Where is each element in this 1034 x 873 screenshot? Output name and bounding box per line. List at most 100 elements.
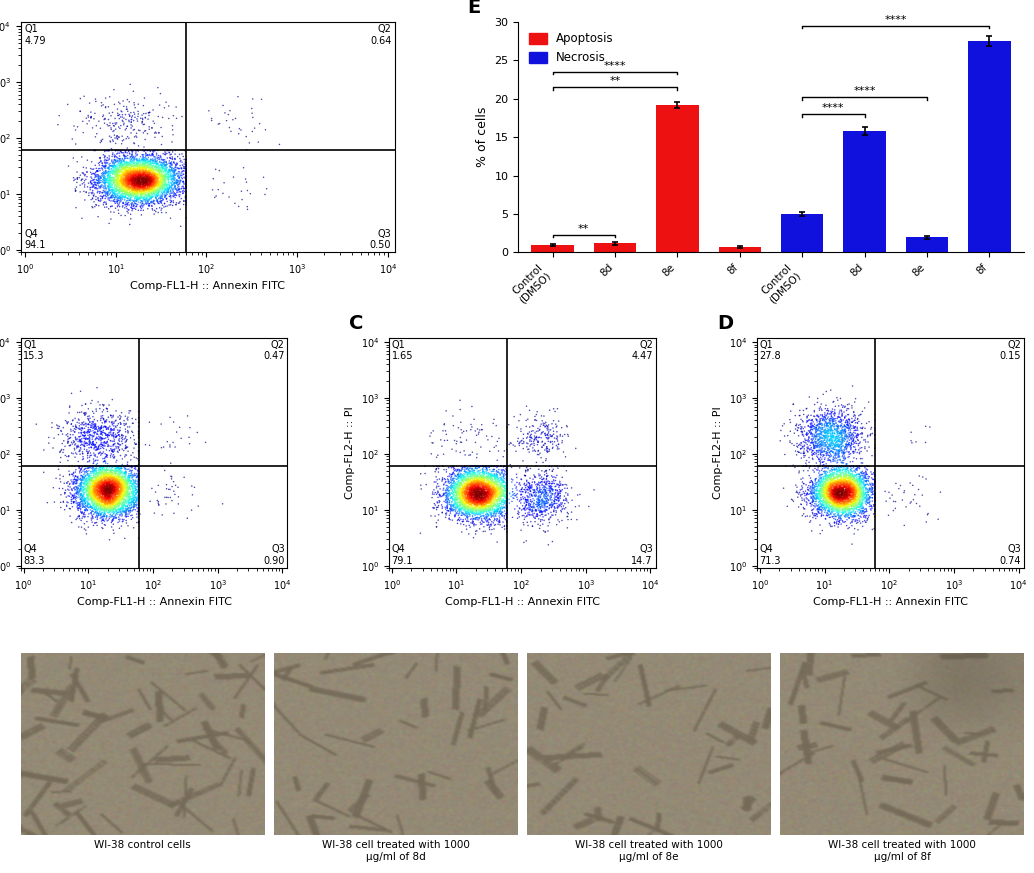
Point (834, 489, 851, 503)
Point (124, 203, 141, 217)
Point (464, 471, 481, 485)
Point (850, 485, 866, 498)
Point (845, 504, 861, 518)
Point (94, 490, 111, 504)
Point (844, 497, 860, 511)
Point (498, 466, 515, 480)
Point (464, 464, 481, 478)
Point (495, 492, 512, 506)
Point (131, 164, 148, 178)
Point (823, 481, 840, 495)
Point (117, 481, 133, 495)
Point (130, 480, 147, 494)
Point (839, 498, 855, 512)
Point (94, 492, 111, 506)
Point (78, 397, 94, 411)
Point (146, 143, 162, 157)
Point (124, 168, 141, 182)
Point (478, 495, 494, 509)
Point (477, 486, 493, 500)
Point (478, 460, 494, 474)
Point (826, 516, 843, 530)
Point (146, 175, 162, 189)
Point (848, 483, 864, 497)
Point (805, 491, 822, 505)
Point (64, 437, 81, 451)
Point (122, 154, 139, 168)
Point (133, 162, 150, 175)
Point (114, 482, 130, 496)
Point (474, 513, 490, 527)
Point (818, 495, 834, 509)
Point (113, 157, 129, 171)
Point (96, 485, 113, 498)
Point (503, 489, 519, 503)
Point (138, 177, 154, 191)
Point (115, 481, 131, 495)
Point (794, 420, 811, 434)
Point (78, 485, 94, 498)
Point (838, 478, 854, 491)
Point (851, 485, 868, 498)
Point (134, 148, 151, 162)
Point (97, 470, 114, 484)
Point (136, 173, 153, 187)
Point (848, 485, 864, 499)
Point (147, 485, 163, 499)
Point (818, 445, 834, 459)
Point (115, 184, 131, 198)
Point (96, 501, 113, 515)
Point (822, 489, 839, 503)
Point (112, 421, 128, 435)
Point (129, 464, 146, 478)
Point (489, 494, 506, 508)
Point (481, 471, 497, 485)
Point (120, 176, 136, 190)
Point (161, 164, 178, 178)
Point (96, 160, 113, 174)
Point (97, 504, 114, 518)
Point (467, 495, 484, 509)
Point (93, 482, 110, 496)
Point (461, 472, 478, 486)
Point (819, 427, 835, 441)
Point (107, 162, 123, 175)
Point (141, 177, 157, 191)
Point (130, 491, 147, 505)
Point (526, 433, 543, 447)
Point (462, 467, 479, 481)
Point (840, 502, 856, 516)
Point (857, 464, 874, 478)
Point (826, 417, 843, 431)
Point (557, 478, 574, 491)
Point (118, 461, 134, 475)
Point (859, 459, 876, 473)
Point (79, 527, 95, 541)
Point (787, 444, 803, 458)
Point (126, 174, 143, 188)
Point (476, 485, 492, 499)
Point (485, 506, 501, 520)
Point (149, 182, 165, 196)
Point (123, 175, 140, 189)
Point (100, 492, 117, 506)
Point (112, 177, 128, 191)
Point (121, 167, 138, 181)
Point (86, 189, 102, 203)
Point (162, 211, 179, 225)
Point (145, 171, 161, 185)
Point (825, 441, 842, 455)
Point (85, 483, 101, 497)
Point (856, 503, 873, 517)
Point (822, 487, 839, 501)
Point (83, 513, 99, 527)
Point (96, 475, 113, 489)
Point (445, 504, 461, 518)
Point (226, 196, 243, 210)
Point (122, 157, 139, 171)
Point (134, 156, 151, 170)
Point (119, 197, 135, 211)
Point (90, 466, 107, 480)
Point (102, 134, 119, 148)
Point (465, 518, 482, 532)
